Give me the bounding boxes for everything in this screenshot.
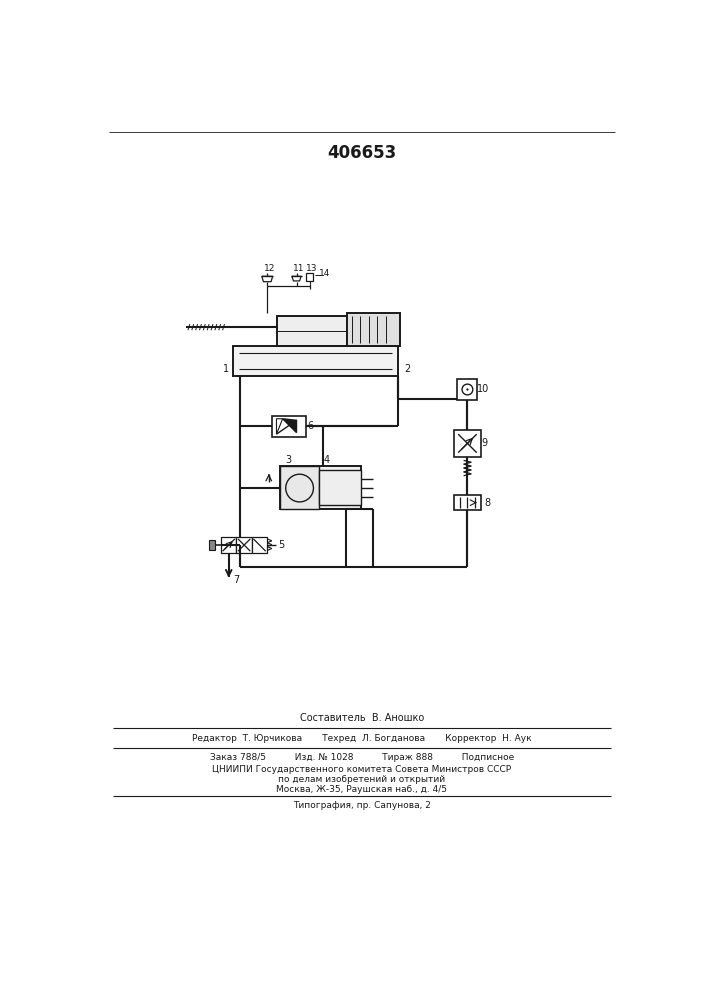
Text: 6: 6 [308,421,313,431]
Bar [236,537,252,553]
Bar [457,379,477,400]
Bar [454,430,481,457]
Bar [346,312,400,346]
Bar [305,273,313,281]
Text: 9: 9 [481,438,487,448]
Text: Составитель  В. Аношко: Составитель В. Аношко [300,713,424,723]
Text: 5: 5 [278,540,284,550]
Text: 4: 4 [324,455,329,465]
Text: 12: 12 [264,264,275,273]
Text: по делам изобретений и открытий: по делам изобретений и открытий [279,775,445,784]
Bar [281,466,319,509]
Bar [233,346,398,376]
Text: 14: 14 [320,269,331,278]
Text: 1: 1 [223,364,229,374]
Text: 11: 11 [293,264,305,273]
Polygon shape [283,419,296,433]
Circle shape [467,388,469,391]
Text: Редактор  Т. Юрчикова       Техред  Л. Богданова       Корректор  Н. Аук: Редактор Т. Юрчикова Техред Л. Богданова… [192,734,532,743]
Text: 2: 2 [404,364,411,374]
Bar [281,466,361,509]
Text: 13: 13 [306,264,317,273]
Bar [221,537,236,553]
Polygon shape [209,540,215,550]
Text: ЦНИИПИ Государственного комитета Совета Министров СССР: ЦНИИПИ Государственного комитета Совета … [212,765,512,774]
Bar [319,470,361,505]
Text: 10: 10 [477,384,489,394]
Bar [252,537,267,553]
Bar [277,316,346,346]
Bar [272,416,305,437]
Text: 7: 7 [233,575,240,585]
Text: 3: 3 [285,455,291,465]
Text: Типография, пр. Сапунова, 2: Типография, пр. Сапунова, 2 [293,801,431,810]
Text: 8: 8 [484,498,491,508]
Text: 406653: 406653 [327,144,397,162]
Text: Заказ 788/5          Изд. № 1028          Тираж 888          Подписное: Заказ 788/5 Изд. № 1028 Тираж 888 Подпис… [210,753,514,762]
Bar [454,495,481,510]
Text: Москва, Ж-35, Раушская наб., д. 4/5: Москва, Ж-35, Раушская наб., д. 4/5 [276,785,448,794]
